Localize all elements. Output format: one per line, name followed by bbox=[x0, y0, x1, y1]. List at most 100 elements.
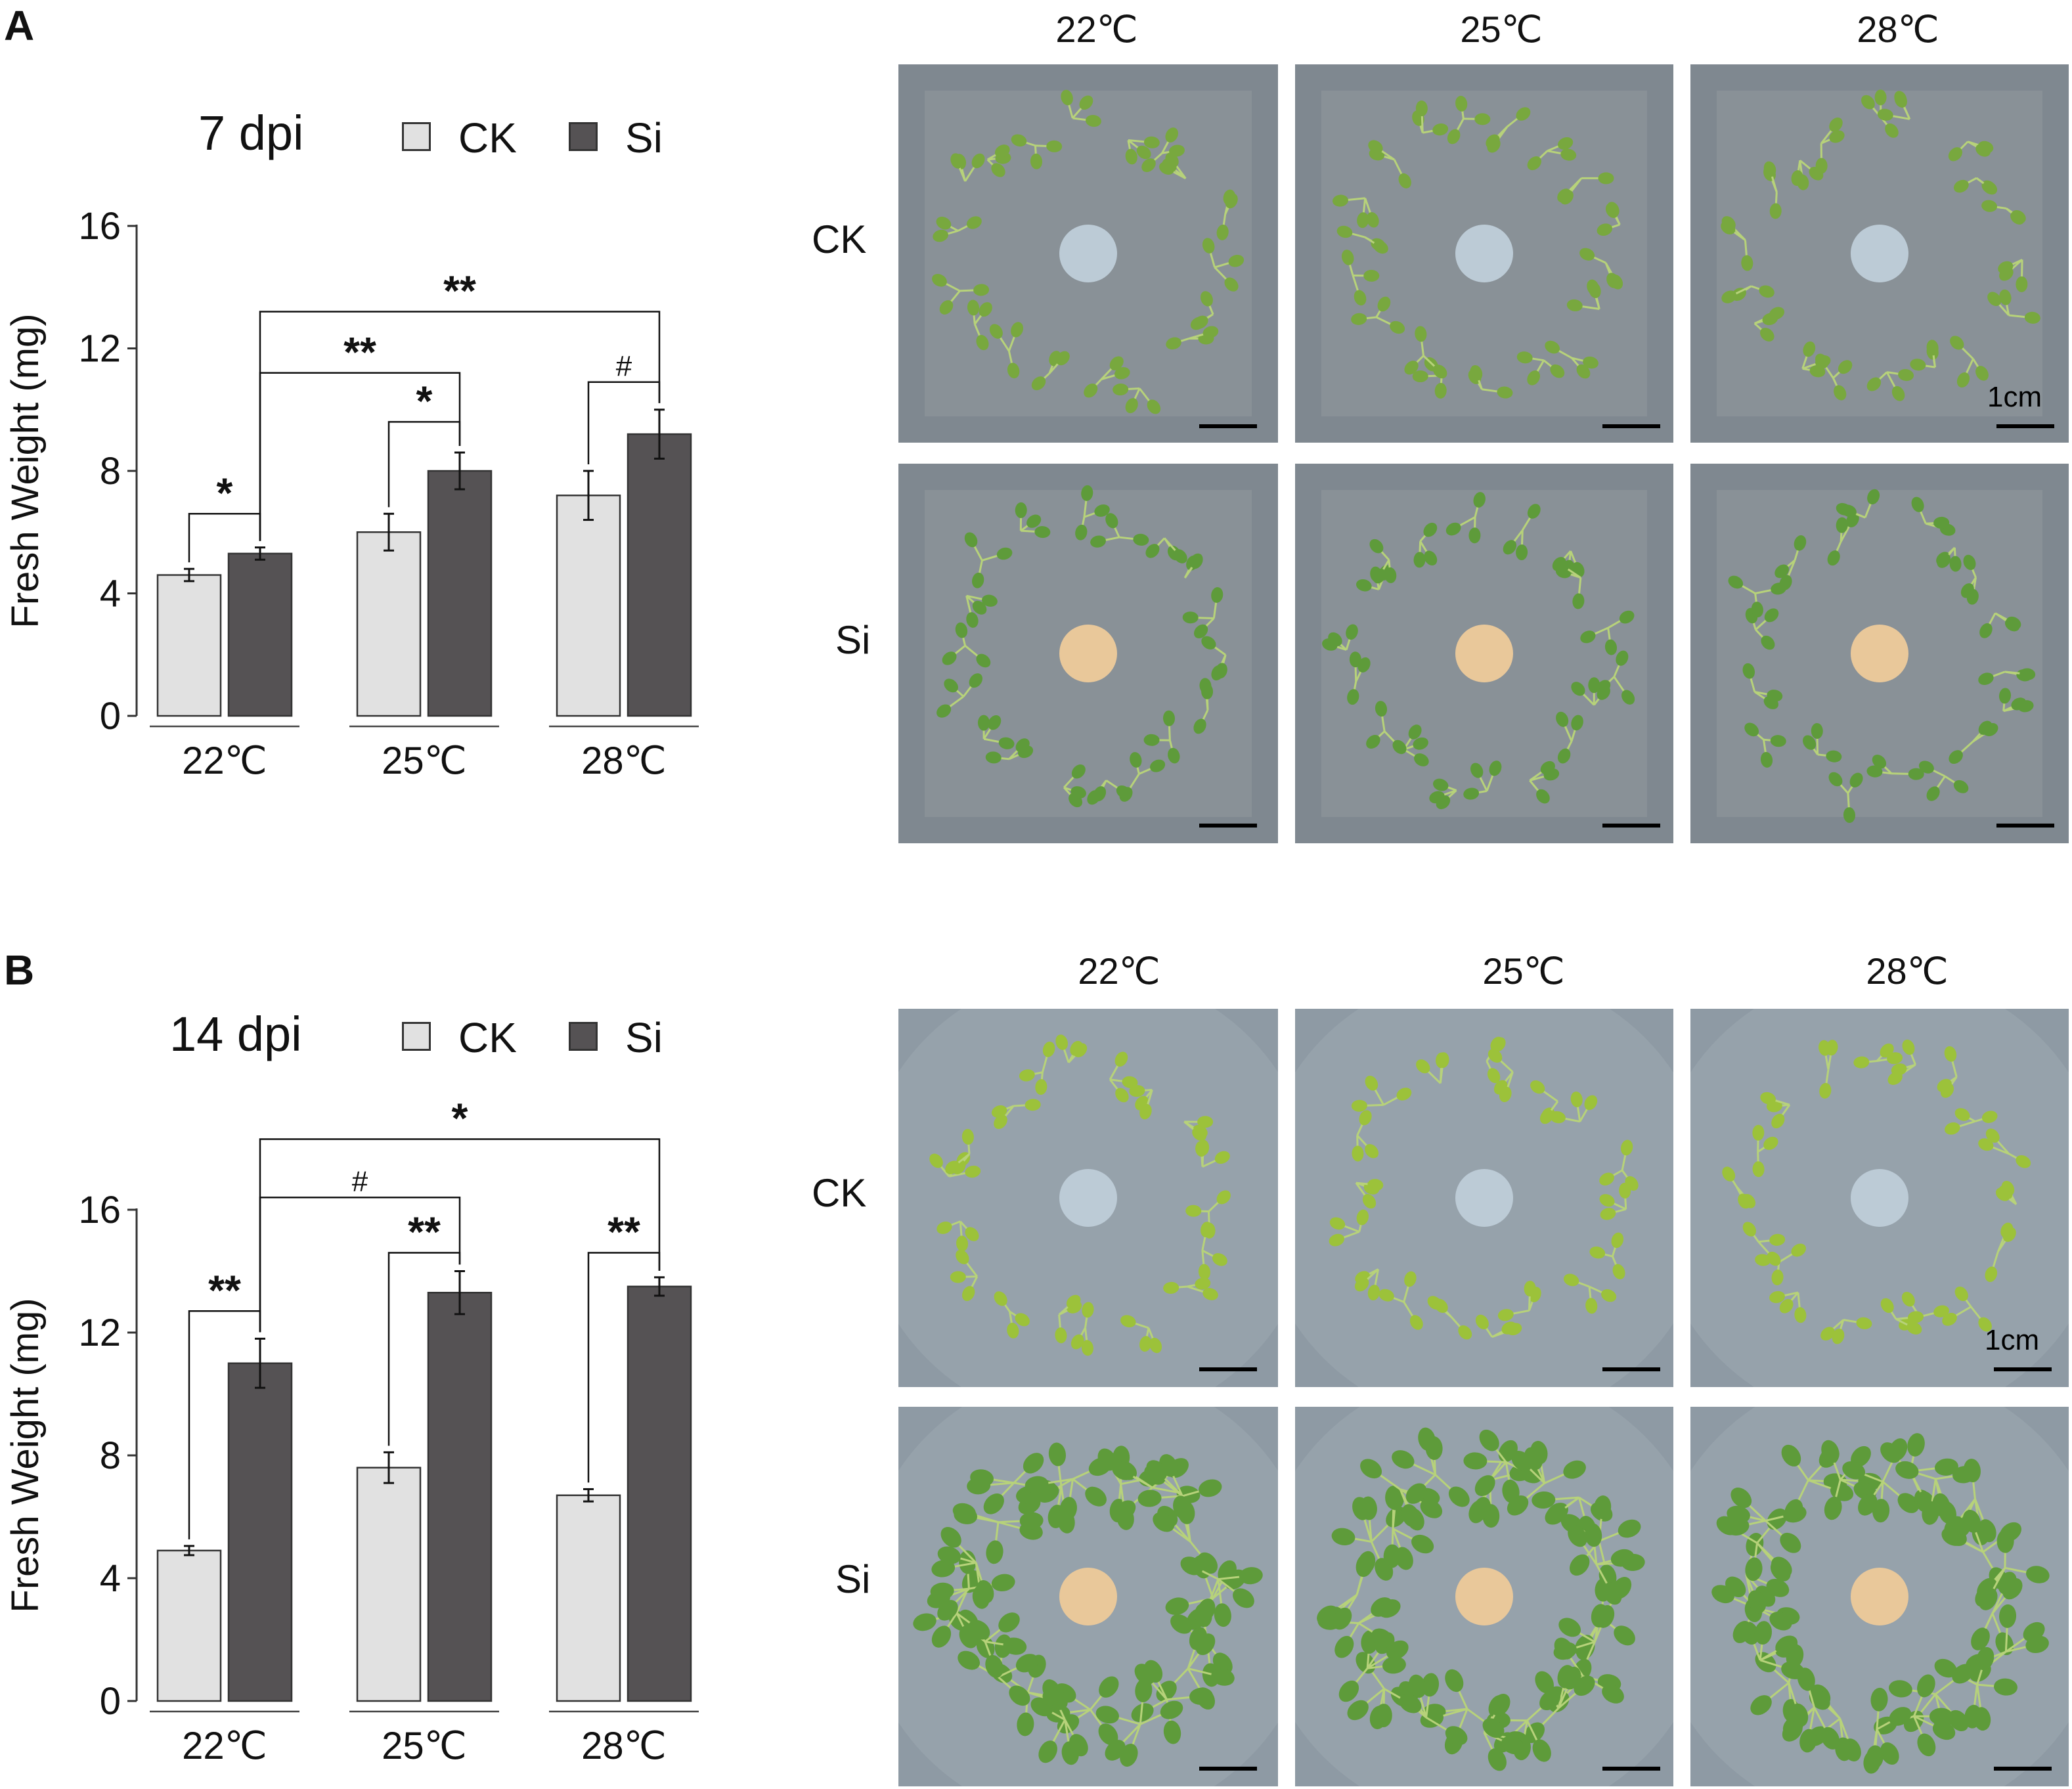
seedling bbox=[1463, 1429, 1543, 1503]
seedling bbox=[1942, 1286, 1992, 1332]
seedling bbox=[1332, 194, 1379, 229]
seedling bbox=[1568, 1523, 1645, 1605]
bar-chart-b: 0 4 8 12 16 Fresh Weight (mg) 22℃ 25℃ 28℃ ** ** ** #… bbox=[4, 1094, 699, 1767]
scale-bar-si-28-a bbox=[1996, 824, 2054, 828]
seedling bbox=[1185, 1190, 1231, 1239]
control-disc bbox=[1851, 1169, 1908, 1227]
significance-label-1-b: ** bbox=[208, 1266, 241, 1314]
scale-bar-ck-25-a bbox=[1602, 424, 1660, 428]
x-tick-label-2-b: 25℃ bbox=[382, 1725, 467, 1767]
photo-col-label-25-a: 25℃ bbox=[1460, 9, 1543, 50]
scale-bar-label-b: 1cm bbox=[1985, 1324, 2040, 1356]
photo-col-label-28-b: 28℃ bbox=[1866, 950, 1949, 992]
seedling bbox=[1579, 248, 1623, 290]
seedling bbox=[1936, 546, 1962, 572]
seedling bbox=[1950, 336, 1989, 388]
seedling bbox=[1329, 1209, 1369, 1247]
seedling bbox=[1355, 1179, 1384, 1209]
photo-col-label-22-a: 22℃ bbox=[1055, 9, 1138, 50]
seedling bbox=[1753, 307, 1785, 342]
legend-label-ck-b: CK bbox=[458, 1014, 517, 1061]
seedling bbox=[1987, 289, 2040, 324]
error-bar-si-1-a bbox=[255, 546, 265, 561]
y-tick-label-4-b: 4 bbox=[100, 1557, 121, 1600]
seedling bbox=[1055, 1034, 1088, 1063]
seedling bbox=[1880, 1298, 1924, 1335]
seedling bbox=[1979, 612, 2021, 638]
y-tick-label-8-a: 8 bbox=[100, 450, 121, 493]
seedling bbox=[932, 274, 990, 315]
seedling bbox=[1061, 89, 1101, 127]
x-tick-label-2-a: 25℃ bbox=[382, 740, 467, 782]
seedling bbox=[1166, 326, 1219, 350]
seedling bbox=[1143, 710, 1180, 764]
error-bar-si-3-a bbox=[654, 409, 665, 460]
inoculum-disc bbox=[1455, 1568, 1513, 1625]
error-bar-si-2-a bbox=[454, 451, 465, 491]
bar-ck-3-b bbox=[556, 1494, 621, 1702]
inoculum-disc bbox=[1455, 625, 1513, 682]
panel-label-a: A bbox=[4, 2, 35, 49]
seedling bbox=[1113, 384, 1161, 414]
y-tick-label-12-b: 12 bbox=[78, 1312, 121, 1354]
seedling bbox=[1742, 663, 1783, 709]
seedling bbox=[1195, 1139, 1230, 1168]
seedling bbox=[1998, 259, 2028, 292]
bar-ck-2-a bbox=[356, 531, 422, 717]
seedling bbox=[1368, 140, 1411, 188]
seedling bbox=[1445, 492, 1486, 544]
photo-si-28-a bbox=[1690, 464, 2069, 843]
seedling bbox=[1468, 365, 1513, 399]
seedling bbox=[1503, 504, 1541, 561]
significance-label-3-b: ** bbox=[607, 1208, 640, 1255]
y-tick-label-16-a: 16 bbox=[78, 205, 121, 248]
scale-bar-ck-22-b bbox=[1199, 1367, 1257, 1371]
significance-label-2-b: ** bbox=[408, 1208, 441, 1255]
error-bar-ck-1-b bbox=[184, 1545, 194, 1557]
seedling bbox=[1599, 1139, 1639, 1191]
inoculum-disc bbox=[1059, 625, 1117, 682]
significance-label-4-a: ** bbox=[343, 328, 376, 376]
photo-si-28-b bbox=[1690, 1407, 2069, 1786]
seedling bbox=[1183, 553, 1203, 579]
seedling bbox=[1819, 1040, 1838, 1099]
seedling bbox=[931, 1527, 994, 1609]
significance-label-1-a: * bbox=[217, 469, 233, 516]
seedling bbox=[1866, 368, 1914, 401]
seedling bbox=[952, 1503, 1044, 1564]
control-disc bbox=[1059, 225, 1117, 282]
seedling bbox=[1193, 678, 1214, 734]
seedling bbox=[1120, 1315, 1162, 1354]
seedling bbox=[1721, 216, 1753, 271]
error-bar-si-3-b bbox=[654, 1276, 665, 1297]
seedling bbox=[1475, 1314, 1522, 1338]
photo-col-label-28-a: 28℃ bbox=[1857, 9, 1939, 50]
seedling bbox=[1975, 1529, 2050, 1610]
seedling bbox=[1887, 1039, 1916, 1085]
seedling bbox=[1550, 1092, 1598, 1124]
legend-swatch-si-b bbox=[569, 1022, 598, 1051]
seedling bbox=[1722, 1166, 1756, 1209]
seedling bbox=[1366, 701, 1407, 755]
legend-label-si-b: Si bbox=[625, 1014, 663, 1061]
seedling bbox=[945, 1128, 974, 1174]
seedling bbox=[1971, 1572, 2023, 1656]
seedling bbox=[1331, 1496, 1407, 1581]
x-tick-label-3-a: 28℃ bbox=[581, 740, 667, 782]
y-tick-label-0-b: 0 bbox=[100, 1680, 121, 1723]
seedling bbox=[1351, 1075, 1412, 1112]
scale-bar-ck-25-b bbox=[1602, 1367, 1660, 1371]
legend-label-si-a: Si bbox=[625, 114, 663, 162]
seedling bbox=[1918, 761, 1969, 801]
control-disc bbox=[1455, 1169, 1513, 1227]
scale-bar-label-a: 1cm bbox=[1987, 381, 2042, 413]
photo-si-25-b bbox=[1295, 1407, 1673, 1786]
scale-bar-si-25-b bbox=[1602, 1767, 1660, 1771]
bar-si-3-b bbox=[627, 1285, 692, 1702]
seedling bbox=[1202, 238, 1245, 292]
scale-bar-ck-28-a bbox=[1996, 424, 2054, 428]
bar-ck-3-a bbox=[556, 495, 621, 717]
photo-ck-28-a bbox=[1690, 64, 2069, 443]
seedling bbox=[1383, 1485, 1434, 1570]
seedling bbox=[1978, 1128, 2031, 1168]
